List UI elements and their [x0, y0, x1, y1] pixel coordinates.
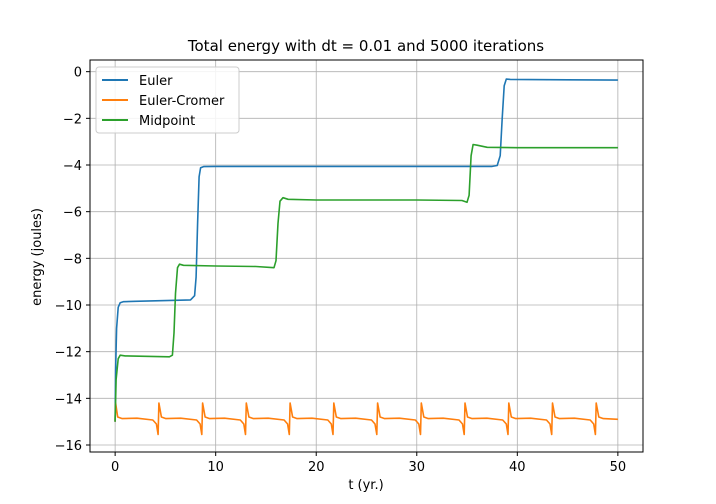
- x-tick-label: 50: [610, 460, 627, 475]
- series-line-euler-cromer: [114, 402, 618, 436]
- x-tick-label: 20: [308, 460, 325, 475]
- y-axis-label: energy (joules): [30, 208, 45, 306]
- series-line-euler: [114, 78, 618, 422]
- y-tick-label: −14: [55, 392, 82, 407]
- y-tick-label: 0: [74, 66, 82, 81]
- legend: Euler Euler-Cromer Midpoint: [95, 66, 240, 134]
- x-axis-label: t (yr.): [348, 478, 383, 493]
- y-tick-label: −16: [55, 439, 82, 454]
- x-tick-label: 40: [509, 460, 526, 475]
- y-tick-label: −10: [55, 299, 82, 314]
- legend-label: Euler: [139, 74, 173, 89]
- y-tick-label: −6: [63, 206, 82, 221]
- legend-label: Midpoint: [139, 114, 195, 129]
- x-axis-ticks: 0 10 20 30 40 50: [111, 452, 626, 475]
- x-tick-label: 0: [111, 460, 119, 475]
- y-tick-label: −8: [63, 252, 82, 267]
- plot-area-frame: [89, 59, 644, 453]
- series-line-midpoint: [114, 143, 618, 422]
- y-tick-label: −12: [55, 346, 82, 361]
- series-lines: [114, 78, 618, 436]
- legend-box: [95, 66, 240, 134]
- legend-label: Euler-Cromer: [139, 94, 225, 109]
- y-tick-label: −4: [63, 159, 82, 174]
- x-tick-label: 30: [408, 460, 425, 475]
- x-tick-label: 10: [207, 460, 224, 475]
- y-tick-label: −2: [63, 112, 82, 127]
- y-axis-ticks: 0 −2 −4 −6 −8 −10 −12 −14 −16: [55, 66, 90, 454]
- chart-title: Total energy with dt = 0.01 and 5000 ite…: [187, 37, 544, 55]
